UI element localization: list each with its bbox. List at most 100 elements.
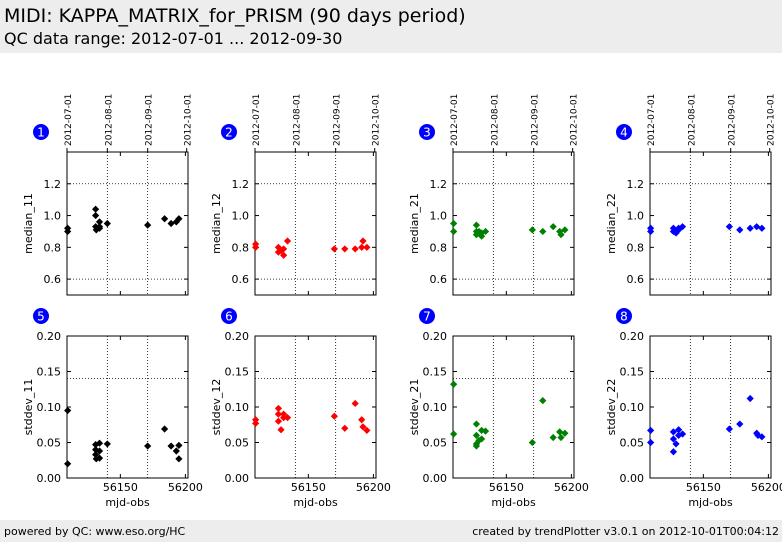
data-point [557,433,565,442]
data-point [528,226,536,234]
data-point [725,223,733,231]
data-point [561,226,569,234]
date-tick-label: 2012-09-01 [145,94,155,146]
panel-index-badge [221,308,237,324]
panel-index-label: 2 [225,126,233,140]
data-point [64,406,72,415]
y-tick-label: 0.6 [627,273,645,286]
date-tick-label: 2012-07-01 [252,94,262,146]
y-tick-label: 0.00 [225,472,250,485]
data-point [678,430,687,438]
y-tick-label: 0.00 [37,472,62,485]
data-point [283,414,292,422]
data-point [481,227,490,236]
x-tick-label: 56200 [168,481,203,494]
data-point [175,441,183,449]
x-tick-label: 56150 [686,481,721,494]
y-axis-label: stddev_21 [408,379,421,436]
date-tick-label: 2012-08-01 [687,94,697,146]
panel-index-badge [616,124,632,140]
data-point [450,227,458,236]
data-point [746,224,754,232]
x-axis-label: mjd-obs [105,496,150,509]
panel-index-label: 5 [37,310,45,324]
x-tick-label: 56150 [489,481,524,494]
panel-index-badge [419,124,435,140]
data-point [736,420,744,428]
y-tick-label: 0.05 [225,437,250,450]
data-point [283,237,292,245]
data-point [669,448,678,456]
y-tick-label: 0.8 [44,241,62,254]
plot-frame [452,335,575,479]
date-tick-label: 2012-07-01 [450,94,460,146]
data-point [252,419,260,427]
data-point [252,243,260,251]
footer-powered-by: powered by QC: www.eso.org/HC [4,525,186,538]
data-point [274,417,283,425]
data-point [175,455,183,463]
plot-frame [649,151,772,296]
data-point [274,243,283,251]
data-point [103,219,111,228]
page-title: MIDI: KAPPA_MATRIX_for_PRISM (90 days pe… [4,5,466,27]
y-tick-label: 0.10 [423,401,448,414]
panel-index-badge [33,308,49,324]
data-point [92,446,100,454]
date-tick-label: 2012-10-01 [570,94,580,146]
data-point [92,211,100,220]
y-tick-label: 0.20 [225,330,250,343]
data-point [341,245,349,253]
data-point [167,442,175,450]
data-point [549,223,557,231]
data-point [95,447,104,455]
y-tick-label: 0.00 [620,472,645,485]
data-point [675,431,683,439]
data-point [675,426,683,434]
date-tick-label: 2012-10-01 [184,94,194,146]
y-axis-label: median_11 [22,193,35,254]
panel-index-label: 8 [620,310,628,324]
data-point [351,245,359,253]
y-tick-label: 0.6 [232,273,250,286]
panel-index-badge [419,308,435,324]
data-point [450,219,458,228]
y-tick-label: 0.15 [225,366,250,379]
y-tick-label: 1.0 [232,210,250,223]
y-tick-label: 0.20 [423,330,448,343]
y-tick-label: 1.2 [232,178,250,191]
y-tick-label: 0.6 [430,273,448,286]
data-point [669,428,678,436]
data-point [556,428,564,436]
chart-panel-7: 0.00 0.05 0.10 0.15 0.20 56150 56200 stddev_21m… [408,308,589,509]
y-tick-label: 0.10 [620,401,645,414]
date-tick-label: 2012-10-01 [372,94,382,146]
y-tick-label: 1.2 [44,178,62,191]
data-point [175,215,183,223]
y-tick-label: 0.6 [44,273,62,286]
y-axis-label: median_12 [210,193,223,254]
y-axis-label: stddev_11 [22,379,35,436]
x-axis-label: mjd-obs [293,496,338,509]
y-tick-label: 0.05 [620,437,645,450]
panel-index-label: 4 [620,126,628,140]
data-point [144,442,152,450]
data-point [167,219,175,228]
data-point [358,416,366,424]
data-point [95,454,104,462]
data-point [672,440,680,448]
footer-created-by: created by trendPlotter v3.0.1 on 2012-1… [472,525,779,538]
x-axis-label: mjd-obs [688,496,733,509]
y-tick-label: 0.00 [423,472,448,485]
chart-panel-4: 0.6 0.8 1.0 1.2 2012-07-01 2012-08-01 2012-09-… [605,94,777,296]
plot-frame [452,151,575,296]
data-point [160,425,169,433]
data-point [539,397,547,405]
y-tick-label: 0.15 [423,366,448,379]
data-point [274,248,283,256]
chart-panel-5: 0.00 0.05 0.10 0.15 0.20 56150 56200 stddev_11m… [22,308,203,509]
date-tick-label: 2012-09-01 [333,94,343,146]
date-tick-label: 2012-07-01 [647,94,657,146]
data-point [647,438,655,447]
chart-panel-8: 0.00 0.05 0.10 0.15 0.20 56150 56200 stddev_22m… [605,308,782,509]
